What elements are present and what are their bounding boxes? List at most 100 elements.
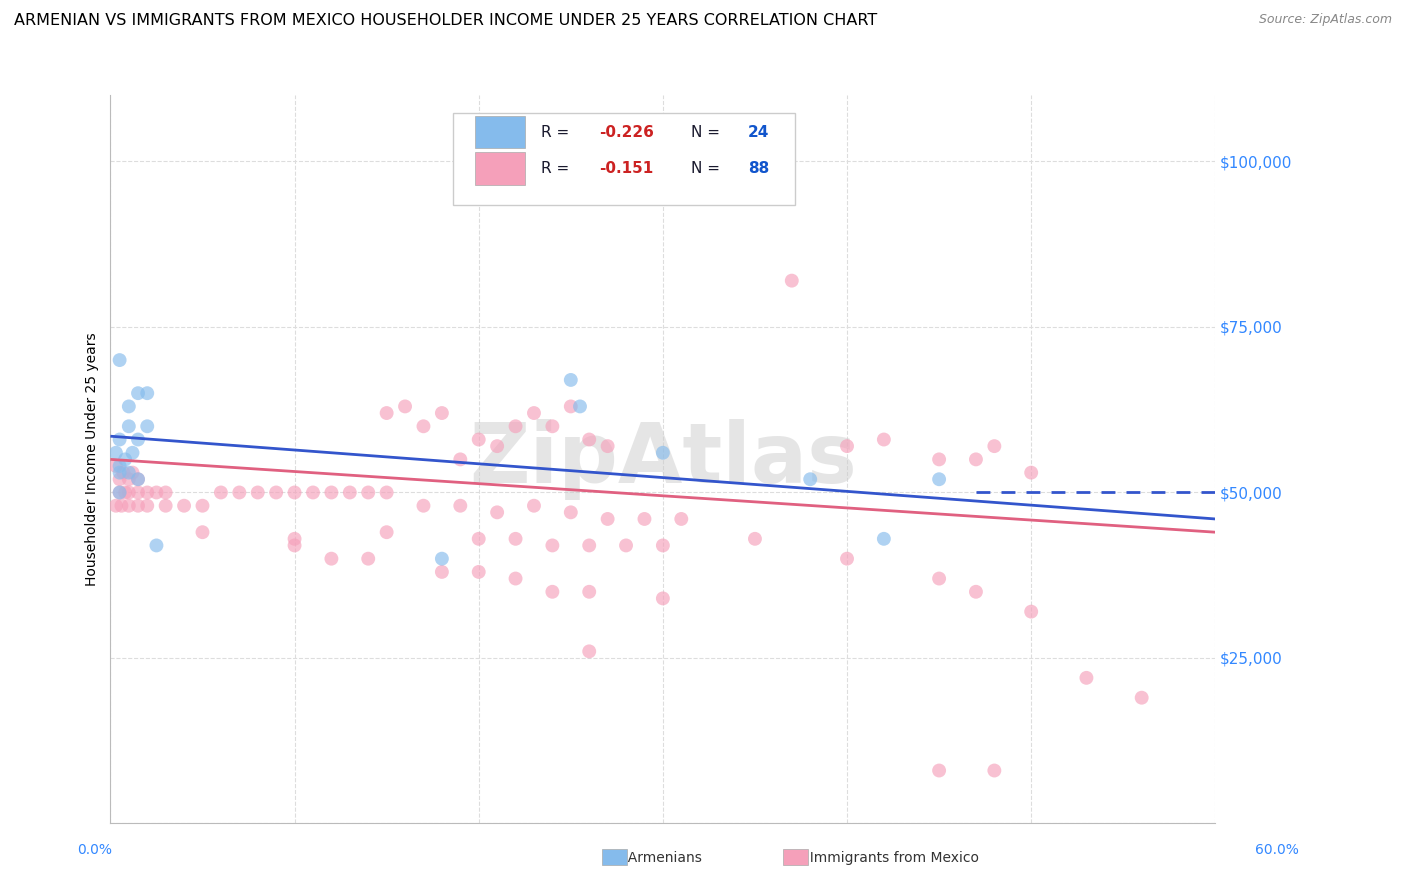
Point: [560, 505, 582, 519]
Text: 60.0%: 60.0%: [1256, 843, 1299, 857]
Point: [375, 525, 398, 540]
Point: [127, 499, 149, 513]
Point: [375, 406, 398, 420]
Point: [835, 551, 858, 566]
Point: [651, 591, 673, 606]
Point: [671, 512, 693, 526]
Point: [486, 505, 509, 519]
Point: [486, 439, 509, 453]
Point: [228, 485, 250, 500]
Point: [965, 584, 987, 599]
Point: [118, 472, 141, 486]
Point: [1019, 605, 1042, 619]
Point: [104, 499, 127, 513]
Point: [121, 466, 143, 480]
Point: [127, 386, 149, 401]
Point: [155, 485, 177, 500]
Point: [578, 584, 600, 599]
Point: [928, 764, 950, 778]
Point: [339, 485, 361, 500]
Text: 88: 88: [748, 161, 769, 176]
Point: [467, 532, 489, 546]
Point: [412, 499, 434, 513]
Point: [108, 433, 131, 447]
Point: [191, 525, 214, 540]
Point: [449, 452, 471, 467]
Point: [108, 353, 131, 368]
Point: [523, 406, 546, 420]
Point: [108, 466, 131, 480]
Point: [430, 565, 453, 579]
Point: [1130, 690, 1153, 705]
Y-axis label: Householder Income Under 25 years: Householder Income Under 25 years: [86, 333, 100, 586]
Point: [127, 485, 149, 500]
Point: [264, 485, 287, 500]
Point: [983, 764, 1005, 778]
Point: [596, 512, 619, 526]
Point: [505, 419, 527, 434]
Text: R =: R =: [541, 125, 575, 139]
Point: [284, 538, 307, 552]
Point: [246, 485, 269, 500]
Point: [357, 485, 380, 500]
Point: [136, 485, 159, 500]
Point: [108, 485, 131, 500]
Text: N =: N =: [690, 125, 724, 139]
FancyBboxPatch shape: [602, 849, 627, 865]
Point: [104, 458, 127, 473]
Point: [983, 439, 1005, 453]
Point: [449, 499, 471, 513]
Text: ARMENIAN VS IMMIGRANTS FROM MEXICO HOUSEHOLDER INCOME UNDER 25 YEARS CORRELATION: ARMENIAN VS IMMIGRANTS FROM MEXICO HOUSE…: [14, 13, 877, 29]
Point: [375, 485, 398, 500]
Point: [928, 452, 950, 467]
Point: [394, 400, 416, 414]
Point: [578, 433, 600, 447]
Point: [114, 452, 136, 467]
Point: [412, 419, 434, 434]
Point: [118, 466, 141, 480]
Point: [108, 485, 131, 500]
Point: [136, 499, 159, 513]
Point: [284, 485, 307, 500]
Point: [118, 419, 141, 434]
Point: [284, 532, 307, 546]
Point: [744, 532, 766, 546]
Point: [114, 485, 136, 500]
Point: [707, 187, 730, 202]
Point: [505, 572, 527, 586]
Text: 24: 24: [748, 125, 769, 139]
Text: ZipAtlas: ZipAtlas: [470, 419, 856, 500]
Point: [633, 512, 655, 526]
Point: [321, 551, 343, 566]
Point: [780, 274, 803, 288]
Point: [965, 452, 987, 467]
Point: [121, 446, 143, 460]
Point: [578, 538, 600, 552]
Point: [104, 446, 127, 460]
Point: [112, 466, 135, 480]
Point: [145, 538, 167, 552]
Point: [541, 419, 564, 434]
FancyBboxPatch shape: [475, 152, 524, 185]
Point: [1019, 466, 1042, 480]
Point: [651, 446, 673, 460]
Point: [118, 485, 141, 500]
Text: Armenians: Armenians: [619, 851, 702, 865]
Point: [155, 499, 177, 513]
Point: [523, 499, 546, 513]
Point: [127, 472, 149, 486]
Text: R =: R =: [541, 161, 575, 176]
Text: 0.0%: 0.0%: [77, 843, 112, 857]
Point: [560, 400, 582, 414]
Point: [357, 551, 380, 566]
Point: [110, 499, 132, 513]
Text: Immigrants from Mexico: Immigrants from Mexico: [801, 851, 980, 865]
FancyBboxPatch shape: [783, 849, 808, 865]
Point: [321, 485, 343, 500]
Point: [928, 472, 950, 486]
Point: [596, 439, 619, 453]
Point: [127, 433, 149, 447]
Point: [578, 644, 600, 658]
Point: [614, 538, 637, 552]
Text: N =: N =: [690, 161, 724, 176]
